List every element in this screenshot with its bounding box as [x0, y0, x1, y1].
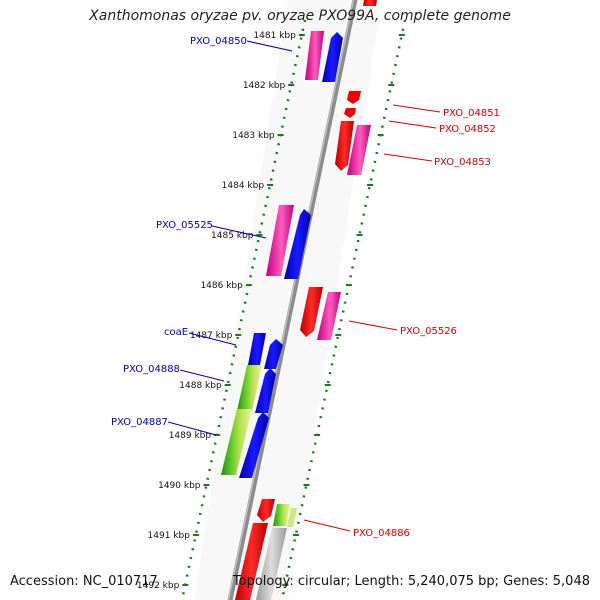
label-pxo-04888[interactable]: PXO_04888	[123, 364, 180, 375]
genome-backbone	[227, 0, 358, 600]
ruler-tick-label: 1484 kbp	[222, 181, 265, 191]
gene-coae-b	[264, 339, 283, 369]
ruler-tick-label: 1485 kbp	[211, 231, 254, 241]
connector-pxo-05526	[348, 320, 398, 331]
label-pxo-05525[interactable]: PXO_05525	[156, 220, 213, 231]
gene-pxo-05525-a	[266, 205, 294, 276]
connector-pxo-04853	[383, 153, 433, 162]
gene-bottom-red	[235, 523, 268, 600]
label-pxo-04851[interactable]: PXO_04851	[443, 108, 500, 119]
ruler-tick-label: 1489 kbp	[169, 431, 212, 441]
label-coae[interactable]: coaE	[164, 327, 188, 338]
connector-pxo-04888	[179, 369, 225, 382]
map-title: Xanthomonas oryzae pv. oryzae PXO99A, co…	[89, 8, 511, 24]
label-pxo-04853[interactable]: PXO_04853	[434, 157, 491, 168]
label-pxo-05526[interactable]: PXO_05526	[400, 326, 457, 337]
gene-pxo-04850-a	[305, 31, 324, 80]
gene-pxo-04888-b	[255, 368, 276, 413]
ruler-ticks	[182, 34, 405, 586]
gene-pxo-04852	[344, 108, 356, 118]
connector-coae	[188, 332, 237, 346]
connector-pxo-04886	[303, 519, 351, 532]
gene-pxo-04851	[347, 91, 361, 104]
connector-pxo-04851	[392, 104, 441, 113]
gene-bottom-grey	[256, 528, 287, 600]
label-pxo-04852[interactable]: PXO_04852	[439, 124, 496, 135]
gene-pxo-04888-a	[237, 365, 262, 411]
gene-pxo-04887-b	[239, 412, 269, 478]
ruler-tick-label: 1492 kbp	[137, 581, 180, 591]
ruler-tick-labels: 1481 kbp 1482 kbp 1483 kbp 1484 kbp 1485 kbp…	[137, 31, 296, 591]
genome-summary: Topology: circular; Length: 5,240,075 bp…	[232, 574, 590, 589]
gene-pxo-04886-a	[257, 499, 275, 522]
connector-pxo-04887	[167, 421, 217, 436]
gene-labels: PXO_04850 PXO_04851 PXO_04852 PXO_04853 …	[111, 36, 500, 539]
gene-pxo-04853-b	[347, 125, 371, 175]
gene-pxo-04886-c	[287, 508, 297, 527]
connector-pxo-05525	[211, 225, 267, 239]
ruler-tick-label: 1487 kbp	[190, 331, 233, 341]
label-pxo-04850[interactable]: PXO_04850	[190, 36, 247, 47]
gene-pxo-04887-a	[221, 409, 252, 475]
connector-pxo-04850	[246, 40, 293, 52]
label-connectors	[167, 40, 441, 532]
connector-pxo-04852	[388, 120, 437, 129]
gene-pxo-04853-a	[335, 121, 354, 171]
gene-pxo-05526-a	[300, 287, 323, 337]
label-pxo-04887[interactable]: PXO_04887	[111, 417, 168, 428]
genome-backbone-highlight	[227, 0, 355, 600]
ruler-tick-label: 1482 kbp	[243, 81, 286, 91]
genes	[221, 0, 377, 600]
gene-pxo-04850-b	[322, 32, 343, 82]
label-pxo-04886[interactable]: PXO_04886	[353, 528, 410, 539]
gene-pxo-05525-b	[284, 209, 311, 279]
ruler-tick-label: 1483 kbp	[232, 131, 275, 141]
ruler-tick-label: 1481 kbp	[253, 31, 296, 41]
ruler-tick-label: 1486 kbp	[200, 281, 243, 291]
gene-coae-a	[248, 333, 266, 365]
ruler-tick-label: 1488 kbp	[179, 381, 222, 391]
ruler-tick-label: 1491 kbp	[148, 531, 191, 541]
gene-pxo-04886-b	[273, 504, 290, 526]
ruler-tick-label: 1490 kbp	[158, 481, 201, 491]
gene-pxo-05526-b	[317, 292, 341, 340]
accession-text: Accession: NC_010717	[10, 574, 158, 589]
gene-top-partial	[363, 0, 377, 6]
